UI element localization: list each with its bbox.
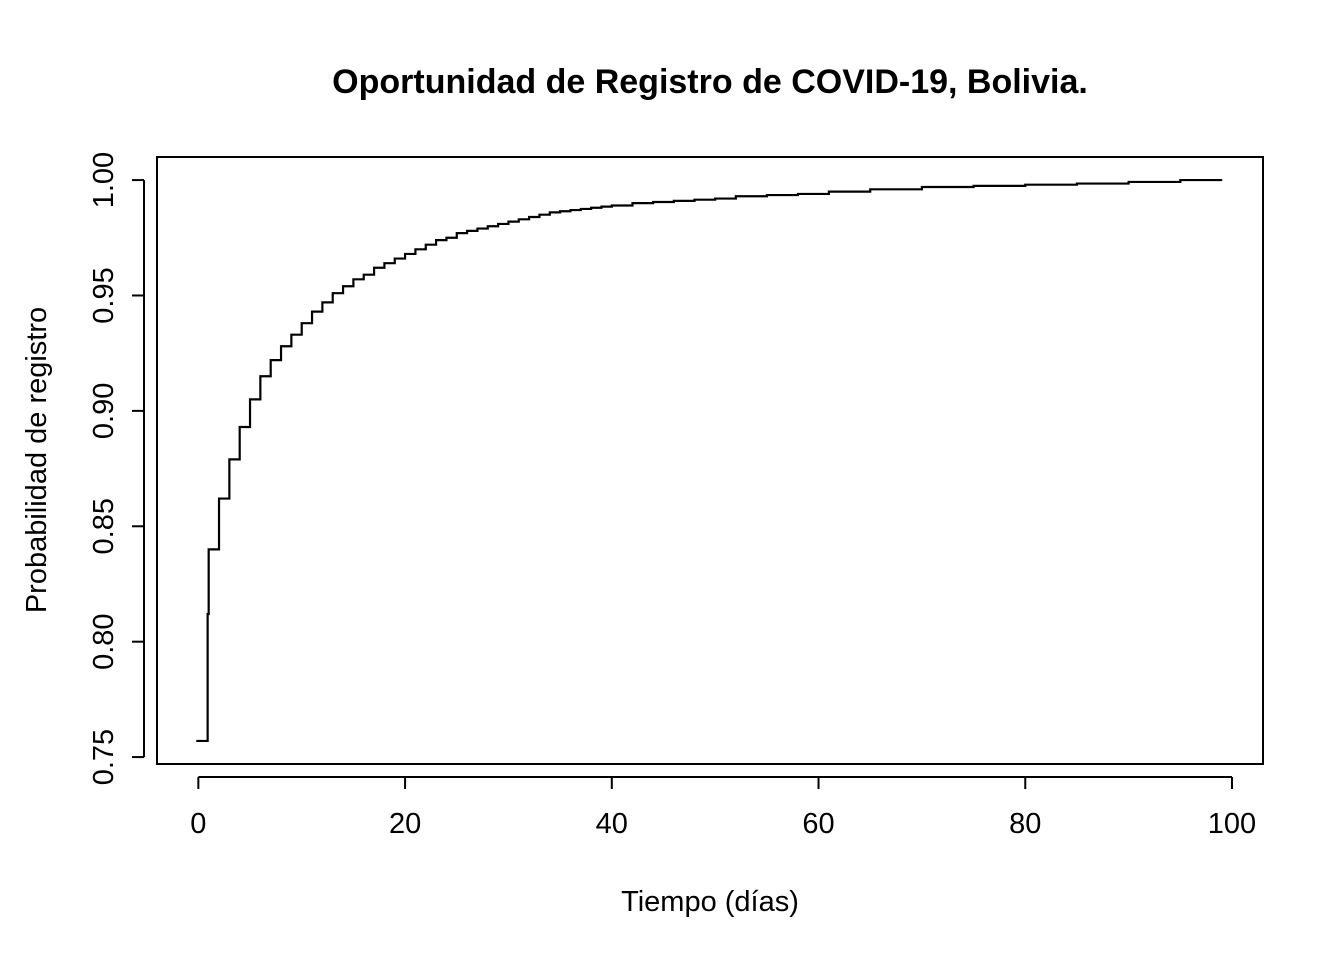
data-point [342, 292, 344, 294]
y-tick-label: 0.95 [88, 267, 120, 323]
data-point [517, 220, 520, 223]
data-point [1179, 181, 1182, 183]
data-point [869, 190, 872, 193]
data-point [414, 253, 417, 255]
y-tick-label: 0.90 [88, 383, 120, 439]
data-point [828, 193, 830, 195]
survival-step-line [196, 178, 1222, 743]
data-point [393, 262, 396, 264]
data-point [528, 218, 530, 221]
data-point [1076, 183, 1078, 186]
chart-title: Oportunidad de Registro de COVID-19, Bol… [332, 63, 1088, 101]
data-point [652, 202, 654, 204]
data-point [435, 243, 437, 246]
data-point [331, 301, 334, 304]
x-axis: 0 20 40 60 80 100 [190, 776, 1256, 840]
y-tick-label: 1.00 [88, 152, 120, 208]
data-point [548, 213, 551, 216]
data-point [197, 740, 200, 742]
x-tick-label: 20 [389, 808, 421, 840]
data-point [972, 186, 975, 188]
data-point [466, 232, 468, 234]
data-point [280, 359, 282, 361]
x-axis-label: Tiempo (días) [621, 886, 799, 918]
data-point [249, 426, 251, 428]
data-point [579, 209, 582, 211]
data-point [321, 310, 324, 313]
data-point [300, 333, 303, 336]
data-point [693, 200, 696, 202]
data-point [735, 197, 737, 200]
y-axis: 0.75 0.80 0.85 0.90 0.95 1.00 [88, 152, 145, 785]
data-point [476, 230, 479, 232]
data-point [600, 206, 603, 209]
data-point [207, 613, 210, 615]
data-point [228, 497, 231, 500]
data-point [538, 216, 541, 218]
x-tick-label: 0 [190, 808, 206, 840]
data-point [611, 205, 613, 208]
y-axis-label: Probabilidad de registro [21, 307, 53, 613]
data-point [631, 204, 634, 207]
x-tick-label: 40 [596, 808, 628, 840]
data-point [238, 458, 241, 461]
data-point [797, 194, 799, 196]
data-point [590, 208, 592, 210]
data-point [714, 198, 716, 201]
data-point [673, 201, 675, 203]
data-point [290, 345, 293, 348]
data-point [497, 225, 499, 228]
data-point [486, 227, 489, 230]
data-point [269, 375, 272, 378]
data-point [373, 273, 375, 276]
data-point [424, 248, 427, 251]
y-tick-label: 0.80 [88, 613, 120, 669]
data-point [921, 188, 923, 191]
data-point [259, 398, 262, 401]
x-tick-label: 60 [802, 808, 834, 840]
data-point [766, 195, 768, 198]
data-point [218, 548, 220, 551]
data-point [455, 236, 458, 239]
data-point [569, 210, 572, 213]
data-point [445, 239, 448, 241]
data-point [383, 266, 386, 269]
plot-area [196, 178, 1223, 743]
data-point [362, 278, 365, 281]
y-tick-label: 0.75 [88, 729, 120, 785]
data-point [1127, 182, 1130, 185]
data-point [311, 322, 313, 324]
x-tick-label: 80 [1009, 808, 1041, 840]
data-point [559, 211, 561, 214]
data-point [1024, 185, 1027, 187]
plot-frame [156, 156, 1264, 765]
y-tick-label: 0.85 [88, 498, 120, 554]
x-tick-label: 100 [1208, 808, 1256, 840]
data-point [352, 285, 355, 288]
data-point [507, 223, 510, 225]
data-point [404, 257, 406, 260]
data-point [1220, 179, 1223, 181]
